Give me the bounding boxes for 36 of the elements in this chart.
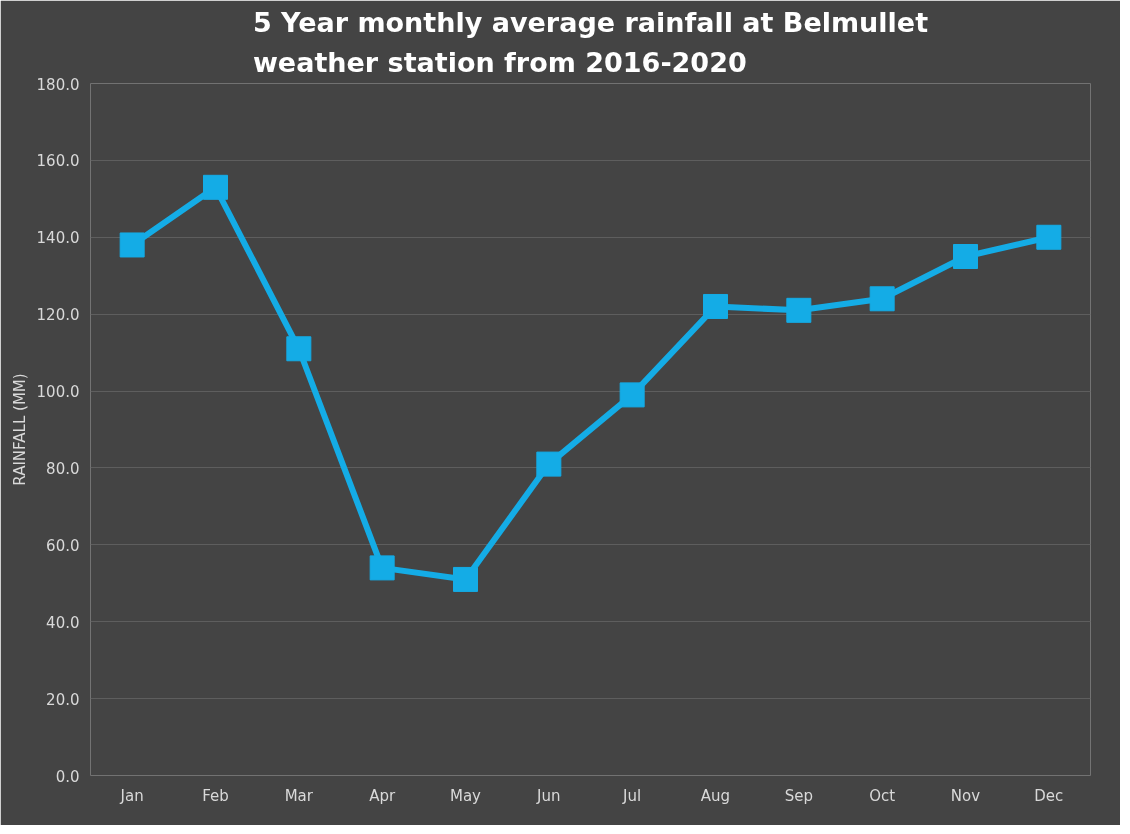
y-tick-label: 120.0 <box>36 306 80 325</box>
point <box>119 232 145 258</box>
x-tick-label: Jan <box>119 786 144 805</box>
point <box>1036 224 1062 250</box>
x-tick-label: May <box>449 786 482 805</box>
x-tick-label: Apr <box>369 786 396 805</box>
y-tick-label: 100.0 <box>36 383 80 402</box>
point <box>786 297 812 323</box>
x-tick-label: Oct <box>869 786 896 805</box>
point <box>369 555 395 581</box>
point <box>619 382 645 408</box>
y-tick-label: 60.0 <box>46 536 80 555</box>
x-tick-label: Mar <box>284 786 314 805</box>
point <box>536 451 562 477</box>
y-tick-label: 180.0 <box>36 75 80 94</box>
y-tick-label: 140.0 <box>36 229 80 248</box>
x-tick-label: Jul <box>622 786 642 805</box>
point <box>203 174 228 200</box>
chart-title: 5 Year monthly average rainfall at Belmullet weather station from 2016-2020 <box>252 7 929 79</box>
point <box>869 286 895 312</box>
y-axis-title: RAINFALL (MM) <box>10 373 29 486</box>
x-tick-label: Feb <box>202 786 229 805</box>
x-tick-label: Aug <box>700 786 731 805</box>
point <box>953 244 978 269</box>
y-tick-label: 80.0 <box>46 459 80 478</box>
x-tick-label: Dec <box>1034 786 1064 805</box>
x-tick-label: Sep <box>784 786 813 805</box>
point <box>453 566 478 592</box>
x-tick-label: Jun <box>536 786 561 805</box>
y-tick-label: 20.0 <box>46 690 80 709</box>
y-tick-label: 0.0 <box>55 767 80 786</box>
point <box>286 336 312 362</box>
point <box>703 293 728 319</box>
y-tick-label: 40.0 <box>46 613 80 632</box>
y-tick-label: 160.0 <box>36 152 80 171</box>
x-tick-label: Nov <box>950 786 981 805</box>
